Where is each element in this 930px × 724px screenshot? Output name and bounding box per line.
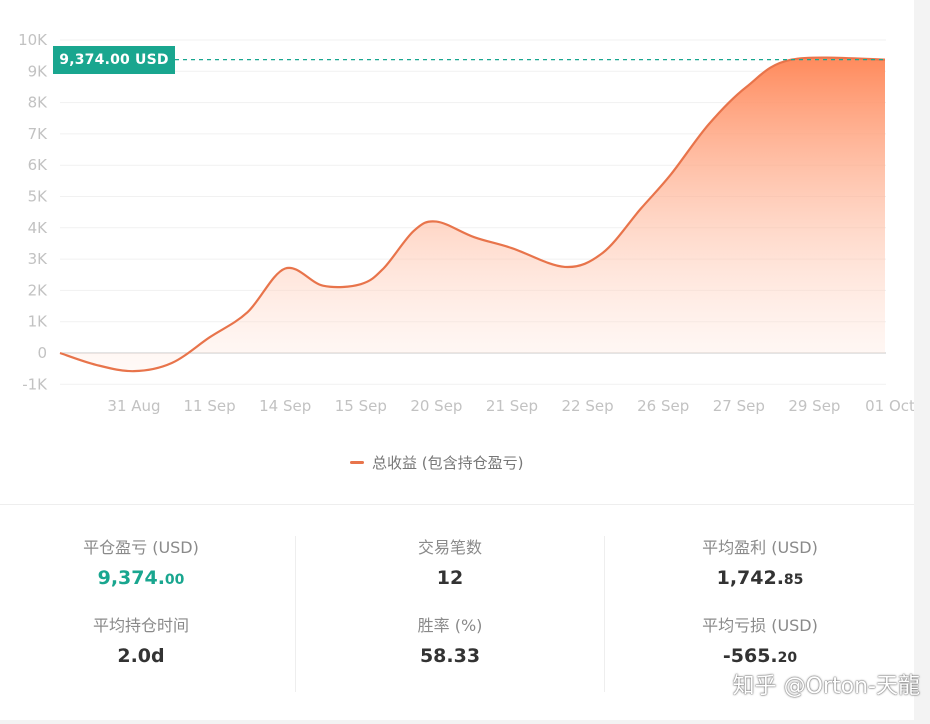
x-tick-label: 31 Aug bbox=[107, 397, 160, 415]
y-tick-label: 6K bbox=[28, 156, 49, 174]
current-value-marker: 9,374.00 USD bbox=[53, 46, 175, 74]
column-divider bbox=[295, 536, 296, 692]
section-divider bbox=[0, 504, 914, 505]
watermark: 知乎 @Orton-天龍 bbox=[732, 674, 920, 699]
stat-avg-loss: 平均亏损 (USD) -565.20 bbox=[610, 616, 910, 670]
x-tick-label: 01 Oct bbox=[865, 397, 914, 415]
stat-value: 58.33 bbox=[419, 645, 481, 667]
area-fill bbox=[60, 57, 885, 372]
x-tick-label: 15 Sep bbox=[335, 397, 387, 415]
legend-label: 总收益 (包含持仓盈亏) bbox=[372, 454, 524, 472]
stat-trade-count: 交易笔数 12 bbox=[300, 538, 600, 590]
current-value-label: 9,374.00 USD bbox=[59, 52, 169, 68]
x-tick-label: 14 Sep bbox=[259, 397, 311, 415]
stat-value: 9,374.00 bbox=[97, 567, 185, 589]
stat-label: 交易笔数 bbox=[417, 538, 482, 557]
y-tick-label: 9K bbox=[28, 62, 49, 80]
chart-panel: -1K 0 1K 2K 3K 4K 5K 6K 7K 8K 9K 10K 31 Aug 11 Sep 14 … bbox=[0, 0, 914, 720]
x-tick-label: 26 Sep bbox=[637, 397, 689, 415]
y-tick-label: 3K bbox=[28, 250, 49, 268]
y-tick-label: -1K bbox=[22, 375, 48, 393]
y-tick-label: 0 bbox=[37, 344, 47, 362]
x-tick-label: 22 Sep bbox=[562, 397, 614, 415]
stat-value: 1,742.85 bbox=[716, 567, 804, 589]
stat-label: 平均持仓时间 bbox=[92, 616, 189, 635]
stat-label: 平均盈利 (USD) bbox=[702, 538, 818, 557]
stat-value: 12 bbox=[436, 567, 464, 589]
chart-legend[interactable]: 总收益 (包含持仓盈亏) bbox=[350, 452, 523, 473]
x-tick-label: 20 Sep bbox=[410, 397, 462, 415]
pnl-chart: -1K 0 1K 2K 3K 4K 5K 6K 7K 8K 9K 10K 31 Aug 11 Sep 14 … bbox=[18, 31, 914, 415]
stat-avg-profit: 平均盈利 (USD) 1,742.85 bbox=[610, 538, 910, 592]
y-tick-label: 7K bbox=[28, 125, 49, 143]
stat-value: 2.0d bbox=[117, 645, 165, 667]
stat-label: 平仓盈亏 (USD) bbox=[83, 538, 199, 557]
series-line bbox=[59, 56, 886, 373]
x-tick-label: 21 Sep bbox=[486, 397, 538, 415]
column-divider bbox=[604, 536, 605, 692]
x-tick-label: 27 Sep bbox=[713, 397, 765, 415]
stat-label: 胜率 (%) bbox=[417, 616, 483, 635]
y-tick-label: 2K bbox=[28, 281, 49, 299]
x-tick-label: 29 Sep bbox=[788, 397, 840, 415]
stat-closed-pnl: 平仓盈亏 (USD) 9,374.00 bbox=[0, 538, 291, 592]
y-tick-label: 5K bbox=[28, 188, 49, 206]
stat-value: -565.20 bbox=[722, 645, 798, 667]
y-tick-label: 10K bbox=[18, 31, 48, 49]
y-tick-label: 8K bbox=[28, 94, 49, 112]
y-tick-label: 4K bbox=[28, 219, 49, 237]
stat-avg-hold-time: 平均持仓时间 2.0d bbox=[0, 616, 291, 668]
stat-label: 平均亏损 (USD) bbox=[702, 616, 818, 635]
legend-swatch bbox=[350, 461, 364, 464]
stat-win-rate: 胜率 (%) 58.33 bbox=[300, 616, 600, 668]
x-tick-label: 11 Sep bbox=[184, 397, 236, 415]
y-tick-label: 1K bbox=[28, 313, 49, 331]
